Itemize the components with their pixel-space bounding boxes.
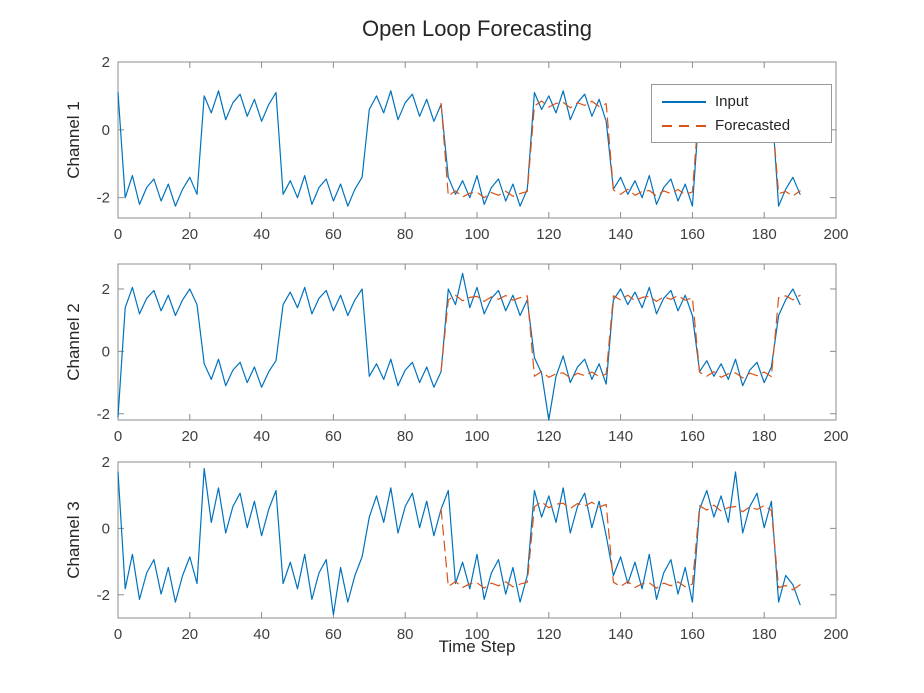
x-tick-label: 80 — [397, 626, 414, 643]
x-tick-label: 120 — [536, 626, 561, 643]
legend: Input Forecasted — [651, 84, 832, 143]
forecasted-line — [440, 294, 801, 379]
x-tick-label: 120 — [536, 226, 561, 243]
xlabel-time-step: Time Step — [438, 637, 516, 656]
subplot-channel-2: 0 20 40 60 80 100 120 140 160 180 200-202 — [97, 263, 849, 445]
x-tick-label: 20 — [181, 626, 198, 643]
x-tick-label: 200 — [823, 428, 848, 445]
y-tick-label: -2 — [97, 190, 110, 207]
x-tick-label: 120 — [536, 428, 561, 445]
subplot-channel-1: 0 20 40 60 80 100 120 140 160 180 200 -2 0 2 — [97, 54, 849, 243]
x-tick-label: 180 — [752, 226, 777, 243]
x-tick-label: 60 — [325, 626, 342, 643]
axes-box — [117, 461, 837, 619]
x-tick-label: 80 — [397, 428, 414, 445]
x-tick-label: 20 — [181, 428, 198, 445]
x-tick-label: 0 — [114, 226, 122, 243]
x-tick-label: 40 — [253, 626, 270, 643]
x-tick-label: 100 — [464, 226, 489, 243]
y-tick-label: 2 — [102, 54, 110, 71]
x-tick-label: 180 — [752, 428, 777, 445]
forecasted-line — [440, 501, 801, 591]
input-line — [117, 90, 801, 207]
subplot-channel-3: 0 20 40 60 80 100 120 140 160 180 200 -2 0 2 — [97, 454, 849, 643]
x-tick-label: 20 — [181, 226, 198, 243]
x-tick-label: 100 — [464, 626, 489, 643]
y-tick-label: 0 — [102, 343, 110, 360]
x-tick-label: 40 — [253, 428, 270, 445]
x-tick-label: 200 — [823, 226, 848, 243]
y-tick-label: 0 — [102, 122, 110, 139]
input-line — [117, 272, 801, 421]
x-tick-label: 80 — [397, 226, 414, 243]
x-tick-label: 0 — [114, 626, 122, 643]
legend-entry-forecasted: Forecasted — [662, 118, 821, 133]
y-tick-label: 2 — [102, 281, 110, 298]
x-tick-label: 60 — [325, 226, 342, 243]
forecasted-line-sample-icon — [662, 124, 706, 127]
x-tick-label: 100 — [464, 428, 489, 445]
x-tick-label: 200 — [823, 626, 848, 643]
x-tick-label: 140 — [608, 226, 633, 243]
y-tick-label: 2 — [102, 454, 110, 471]
legend-entry-input: Input — [662, 94, 821, 109]
legend-label-forecasted: Forecasted — [715, 117, 791, 134]
x-tick-label: 160 — [680, 626, 705, 643]
x-tick-label: 60 — [325, 428, 342, 445]
figure-title: Open Loop Forecasting — [362, 16, 592, 41]
y-tick-label: -2 — [97, 587, 110, 604]
y-tick-label: 0 — [102, 520, 110, 537]
input-line — [117, 467, 801, 616]
x-tick-label: 40 — [253, 226, 270, 243]
x-tick-label: 0 — [114, 428, 122, 445]
input-line-sample-icon — [662, 100, 706, 103]
x-tick-label: 140 — [608, 626, 633, 643]
legend-label-input: Input — [715, 93, 749, 110]
x-tick-label: 160 — [680, 226, 705, 243]
x-tick-label: 160 — [680, 428, 705, 445]
y-tick-label: -2 — [97, 406, 110, 423]
x-tick-label: 180 — [752, 626, 777, 643]
x-tick-label: 140 — [608, 428, 633, 445]
